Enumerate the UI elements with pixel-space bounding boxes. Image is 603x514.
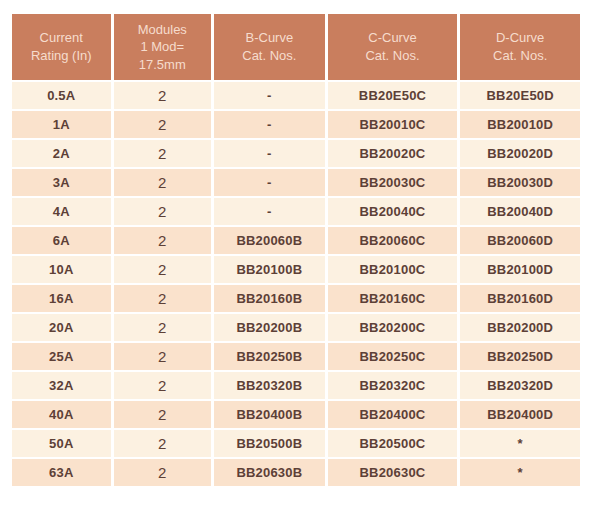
cell-current-rating: 1A bbox=[12, 111, 111, 138]
table-row: 63A2BB20630BBB20630C* bbox=[12, 459, 580, 486]
table-row: 25A2BB20250BBB20250CBB20250D bbox=[12, 343, 580, 370]
table-row: 32A2BB20320BBB20320CBB20320D bbox=[12, 372, 580, 399]
table-header-row: Current Rating (In)Modules 1 Mod= 17.5mm… bbox=[12, 14, 580, 80]
cell-d-curve: BB20030D bbox=[460, 169, 580, 196]
cell-c-curve: BB20320C bbox=[328, 372, 458, 399]
cell-current-rating: 0.5A bbox=[12, 82, 111, 109]
cell-d-curve: BB20160D bbox=[460, 285, 580, 312]
cell-modules: 2 bbox=[114, 314, 212, 341]
cell-b-curve: - bbox=[214, 140, 325, 167]
table-row: 10A2BB20100BBB20100CBB20100D bbox=[12, 256, 580, 283]
cell-d-curve: BB20400D bbox=[460, 401, 580, 428]
cell-modules: 2 bbox=[114, 169, 212, 196]
cell-current-rating: 50A bbox=[12, 430, 111, 457]
cell-d-curve: BB20200D bbox=[460, 314, 580, 341]
cell-d-curve: BB20250D bbox=[460, 343, 580, 370]
cell-modules: 2 bbox=[114, 256, 212, 283]
cell-current-rating: 63A bbox=[12, 459, 111, 486]
cell-modules: 2 bbox=[114, 459, 212, 486]
cell-d-curve: BB20060D bbox=[460, 227, 580, 254]
cell-modules: 2 bbox=[114, 372, 212, 399]
cell-c-curve: BB20030C bbox=[328, 169, 458, 196]
catalog-page: Current Rating (In)Modules 1 Mod= 17.5mm… bbox=[0, 0, 603, 514]
table-row: 2A2-BB20020CBB20020D bbox=[12, 140, 580, 167]
table-row: 16A2BB20160BBB20160CBB20160D bbox=[12, 285, 580, 312]
cell-c-curve: BB20060C bbox=[328, 227, 458, 254]
cell-current-rating: 3A bbox=[12, 169, 111, 196]
cell-modules: 2 bbox=[114, 111, 212, 138]
cell-c-curve: BB20010C bbox=[328, 111, 458, 138]
cell-d-curve: BB20040D bbox=[460, 198, 580, 225]
cell-d-curve: BB20020D bbox=[460, 140, 580, 167]
cell-d-curve: BB20E50D bbox=[460, 82, 580, 109]
table-row: 40A2BB20400BBB20400CBB20400D bbox=[12, 401, 580, 428]
cell-d-curve: BB20010D bbox=[460, 111, 580, 138]
catalog-table: Current Rating (In)Modules 1 Mod= 17.5mm… bbox=[9, 12, 583, 488]
cell-modules: 2 bbox=[114, 343, 212, 370]
cell-c-curve: BB20200C bbox=[328, 314, 458, 341]
cell-b-curve: BB20630B bbox=[214, 459, 325, 486]
cell-d-curve: * bbox=[460, 459, 580, 486]
cell-b-curve: BB20200B bbox=[214, 314, 325, 341]
cell-b-curve: BB20100B bbox=[214, 256, 325, 283]
cell-c-curve: BB20020C bbox=[328, 140, 458, 167]
cell-b-curve: BB20160B bbox=[214, 285, 325, 312]
cell-current-rating: 25A bbox=[12, 343, 111, 370]
table-row: 3A2-BB20030CBB20030D bbox=[12, 169, 580, 196]
column-header-modules: Modules 1 Mod= 17.5mm bbox=[114, 14, 212, 80]
cell-c-curve: BB20250C bbox=[328, 343, 458, 370]
cell-c-curve: BB20040C bbox=[328, 198, 458, 225]
cell-current-rating: 4A bbox=[12, 198, 111, 225]
cell-modules: 2 bbox=[114, 285, 212, 312]
cell-modules: 2 bbox=[114, 198, 212, 225]
table-row: 50A2BB20500BBB20500C* bbox=[12, 430, 580, 457]
cell-d-curve: * bbox=[460, 430, 580, 457]
cell-c-curve: BB20630C bbox=[328, 459, 458, 486]
cell-b-curve: BB20250B bbox=[214, 343, 325, 370]
column-header-current-rating: Current Rating (In) bbox=[12, 14, 111, 80]
cell-b-curve: BB20320B bbox=[214, 372, 325, 399]
cell-d-curve: BB20100D bbox=[460, 256, 580, 283]
cell-b-curve: - bbox=[214, 111, 325, 138]
cell-b-curve: - bbox=[214, 198, 325, 225]
cell-current-rating: 6A bbox=[12, 227, 111, 254]
table-row: 1A2-BB20010CBB20010D bbox=[12, 111, 580, 138]
column-header-b-curve: B-Curve Cat. Nos. bbox=[214, 14, 325, 80]
cell-b-curve: - bbox=[214, 82, 325, 109]
cell-modules: 2 bbox=[114, 140, 212, 167]
cell-current-rating: 16A bbox=[12, 285, 111, 312]
cell-current-rating: 32A bbox=[12, 372, 111, 399]
column-header-d-curve: D-Curve Cat. Nos. bbox=[460, 14, 580, 80]
cell-b-curve: BB20500B bbox=[214, 430, 325, 457]
cell-modules: 2 bbox=[114, 430, 212, 457]
cell-modules: 2 bbox=[114, 401, 212, 428]
cell-c-curve: BB20400C bbox=[328, 401, 458, 428]
table-row: 0.5A2-BB20E50CBB20E50D bbox=[12, 82, 580, 109]
cell-c-curve: BB20100C bbox=[328, 256, 458, 283]
column-header-c-curve: C-Curve Cat. Nos. bbox=[328, 14, 458, 80]
cell-c-curve: BB20160C bbox=[328, 285, 458, 312]
cell-b-curve: - bbox=[214, 169, 325, 196]
cell-current-rating: 10A bbox=[12, 256, 111, 283]
table-row: 6A2BB20060BBB20060CBB20060D bbox=[12, 227, 580, 254]
cell-b-curve: BB20060B bbox=[214, 227, 325, 254]
cell-b-curve: BB20400B bbox=[214, 401, 325, 428]
table-row: 4A2-BB20040CBB20040D bbox=[12, 198, 580, 225]
cell-current-rating: 20A bbox=[12, 314, 111, 341]
cell-c-curve: BB20E50C bbox=[328, 82, 458, 109]
table-body: 0.5A2-BB20E50CBB20E50D1A2-BB20010CBB2001… bbox=[12, 82, 580, 486]
table-row: 20A2BB20200BBB20200CBB20200D bbox=[12, 314, 580, 341]
cell-modules: 2 bbox=[114, 82, 212, 109]
cell-modules: 2 bbox=[114, 227, 212, 254]
cell-c-curve: BB20500C bbox=[328, 430, 458, 457]
cell-current-rating: 2A bbox=[12, 140, 111, 167]
cell-current-rating: 40A bbox=[12, 401, 111, 428]
cell-d-curve: BB20320D bbox=[460, 372, 580, 399]
